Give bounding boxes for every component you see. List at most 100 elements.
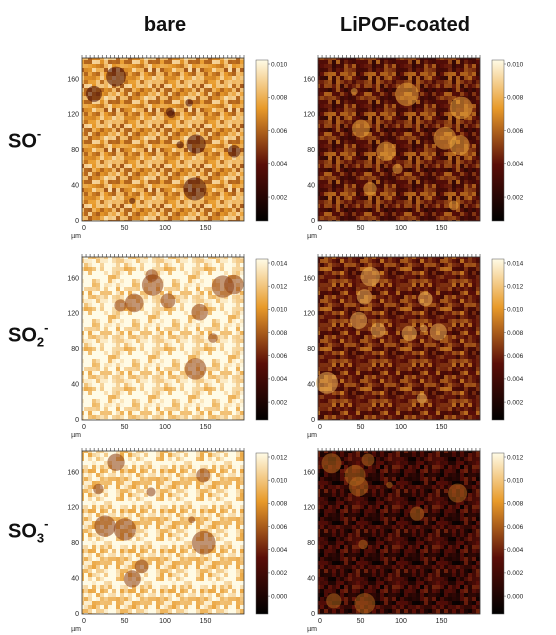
x-tick-label: 100 bbox=[159, 618, 171, 625]
x-tick-label: 150 bbox=[436, 225, 448, 232]
y-tick-label: 160 bbox=[303, 275, 315, 282]
colorbar-tick-label: 0.000 bbox=[271, 593, 288, 600]
axis-unit-label: µm bbox=[71, 626, 81, 633]
x-tick-label: 0 bbox=[318, 618, 322, 625]
colorbar-tick-label: 0.010 bbox=[271, 61, 288, 68]
x-tick-label: 50 bbox=[357, 225, 365, 232]
ion-map-panel-r2-c0: 0 50 100 150 µm 0 40 80 120 160 0.012 0.010 0.008 0.0… bbox=[67, 445, 288, 635]
ion-map-panel-r1-c1: 0 50 100 150 µm 0 40 80 120 160 0.014 0.012 0.010 0.0… bbox=[303, 251, 524, 441]
ion-map-svg: 0 50 100 150µm040801201600.0120.0100.0080.0… bbox=[303, 448, 524, 633]
y-tick-label: 80 bbox=[307, 540, 315, 547]
y-tick-label: 0 bbox=[75, 611, 79, 618]
y-tick-label: 80 bbox=[71, 346, 79, 353]
column-header-bare: bare bbox=[143, 14, 187, 36]
y-tick-label: 120 bbox=[67, 505, 79, 512]
ion-map-svg: 0 50 100 150µm040801201600.0140.0120.0100.0… bbox=[303, 254, 524, 439]
x-tick-label: 100 bbox=[395, 424, 407, 431]
colorbar-tick-label: 0.006 bbox=[507, 353, 524, 360]
y-tick-label: 160 bbox=[67, 76, 79, 83]
colorbar-tick-label: 0.002 bbox=[507, 194, 524, 201]
colorbar-tick-label: 0.004 bbox=[271, 547, 288, 554]
y-tick-label: 40 bbox=[71, 382, 79, 389]
colorbar-tick-label: 0.004 bbox=[507, 376, 524, 383]
axis-unit-label: µm bbox=[71, 432, 81, 439]
y-tick-label: 80 bbox=[71, 540, 79, 547]
y-tick-label: 40 bbox=[71, 576, 79, 583]
colorbar-tick-label: 0.002 bbox=[271, 399, 288, 406]
colorbar-tick-label: 0.010 bbox=[507, 307, 524, 314]
y-tick-label: 160 bbox=[67, 469, 79, 476]
colorbar bbox=[255, 258, 269, 421]
y-tick-label: 0 bbox=[311, 218, 315, 225]
ion-map-image bbox=[318, 451, 480, 614]
x-tick-label: 150 bbox=[436, 424, 448, 431]
row-label-so2-subscript: 2 bbox=[36, 334, 45, 350]
ion-map-image bbox=[318, 257, 480, 420]
ion-map-panel-r1-c0: 0 50 100 150 µm 0 40 80 120 160 0.014 0.012 0.010 0.0… bbox=[67, 251, 288, 441]
colorbar-tick-label: 0.010 bbox=[271, 307, 288, 314]
colorbar-tick-label: 0.004 bbox=[271, 161, 288, 168]
ion-map-svg: 0 50 100 150µm040801201600.0120.0100.0080.0… bbox=[67, 448, 288, 633]
axis-unit-label: µm bbox=[307, 626, 317, 633]
y-tick-label: 40 bbox=[71, 183, 79, 190]
row-label-so3-base: SO bbox=[8, 520, 37, 543]
y-tick-label: 160 bbox=[67, 275, 79, 282]
ion-map-panel-r0-c0: 0 50 100 150 µm 0 40 80 120 160 0.010 0.008 0.006 0.0… bbox=[67, 52, 288, 242]
colorbar-tick-label: 0.006 bbox=[507, 524, 524, 531]
axis-unit-label: µm bbox=[307, 432, 317, 439]
y-tick-label: 120 bbox=[67, 311, 79, 318]
colorbar-tick-label: 0.002 bbox=[507, 399, 524, 406]
colorbar-tick-label: 0.006 bbox=[271, 128, 288, 135]
colorbar-tick-label: 0.002 bbox=[507, 570, 524, 577]
y-tick-label: 40 bbox=[307, 382, 315, 389]
y-tick-label: 40 bbox=[307, 183, 315, 190]
x-tick-label: 100 bbox=[159, 424, 171, 431]
colorbar-tick-label: 0.006 bbox=[271, 524, 288, 531]
ion-map-svg: 0 50 100 150µm040801201600.0100.0080.0060.0… bbox=[67, 55, 288, 240]
column-header-lipof-coated: LiPOF-coated bbox=[339, 14, 470, 36]
colorbar-tick-label: 0.008 bbox=[271, 501, 288, 508]
colorbar bbox=[491, 59, 505, 222]
row-label-so2-charge: - bbox=[44, 320, 49, 335]
x-tick-label: 50 bbox=[357, 618, 365, 625]
ion-map-panel-r0-c1: 0 50 100 150 µm 0 40 80 120 160 0.010 0.008 0.006 0.0… bbox=[303, 52, 524, 242]
colorbar-tick-label: 0.004 bbox=[507, 161, 524, 168]
colorbar-tick-label: 0.008 bbox=[507, 330, 524, 337]
x-tick-label: 150 bbox=[436, 618, 448, 625]
x-tick-label: 150 bbox=[200, 424, 212, 431]
row-label-so: SO- bbox=[8, 126, 42, 154]
x-tick-label: 0 bbox=[82, 225, 86, 232]
y-tick-label: 0 bbox=[75, 218, 79, 225]
colorbar-tick-label: 0.008 bbox=[271, 95, 288, 102]
ion-map-svg: 0 50 100 150µm040801201600.0100.0080.0060.0… bbox=[303, 55, 524, 240]
x-tick-label: 0 bbox=[318, 424, 322, 431]
colorbar bbox=[491, 258, 505, 421]
y-tick-label: 80 bbox=[71, 147, 79, 154]
colorbar-tick-label: 0.000 bbox=[507, 593, 524, 600]
colorbar-tick-label: 0.010 bbox=[507, 477, 524, 484]
colorbar-tick-label: 0.012 bbox=[271, 454, 288, 461]
colorbar bbox=[491, 452, 505, 615]
x-tick-label: 50 bbox=[357, 424, 365, 431]
x-tick-label: 150 bbox=[200, 618, 212, 625]
y-tick-label: 160 bbox=[303, 76, 315, 83]
y-tick-label: 120 bbox=[303, 505, 315, 512]
y-tick-label: 0 bbox=[75, 417, 79, 424]
ion-map-svg: 0 50 100 150µm040801201600.0140.0120.0100.0… bbox=[67, 254, 288, 439]
x-tick-label: 150 bbox=[200, 225, 212, 232]
colorbar-tick-label: 0.008 bbox=[271, 330, 288, 337]
colorbar-tick-label: 0.012 bbox=[507, 454, 524, 461]
y-tick-label: 80 bbox=[307, 346, 315, 353]
colorbar-tick-label: 0.004 bbox=[271, 376, 288, 383]
colorbar-tick-label: 0.010 bbox=[271, 477, 288, 484]
y-tick-label: 0 bbox=[311, 417, 315, 424]
colorbar-tick-label: 0.008 bbox=[507, 95, 524, 102]
x-tick-label: 0 bbox=[318, 225, 322, 232]
x-tick-label: 100 bbox=[159, 225, 171, 232]
colorbar-tick-label: 0.012 bbox=[271, 283, 288, 290]
axis-unit-label: µm bbox=[307, 233, 317, 240]
colorbar-tick-label: 0.002 bbox=[271, 570, 288, 577]
y-tick-label: 80 bbox=[307, 147, 315, 154]
y-tick-label: 120 bbox=[67, 112, 79, 119]
row-label-so-charge: - bbox=[36, 126, 42, 141]
